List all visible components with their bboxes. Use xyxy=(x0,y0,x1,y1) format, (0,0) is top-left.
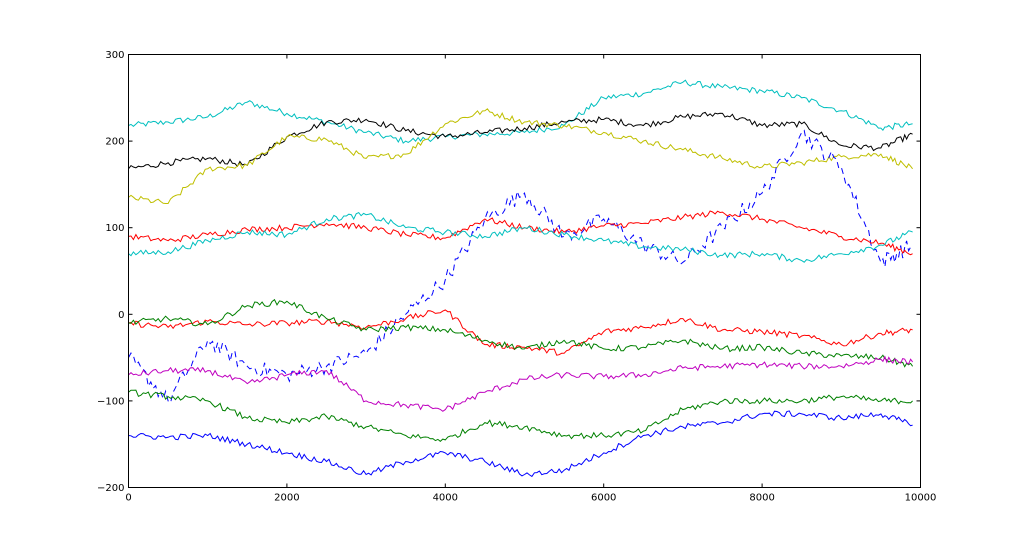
x-tick-label: 8000 xyxy=(749,493,774,504)
series-line-9 xyxy=(128,355,914,412)
y-tick-label: 200 xyxy=(105,137,124,148)
series-line-2 xyxy=(128,111,913,170)
y-tick-label: 100 xyxy=(105,223,124,234)
series-layer xyxy=(128,79,914,478)
series-line-8 xyxy=(128,298,914,368)
y-tick-label: −200 xyxy=(97,483,124,494)
x-tick-label: 6000 xyxy=(591,493,616,504)
x-tick-label: 4000 xyxy=(433,493,458,504)
series-line-11 xyxy=(128,410,913,478)
series-line-7 xyxy=(128,309,913,356)
series-line-4 xyxy=(128,129,913,404)
series-line-3 xyxy=(128,108,913,204)
x-axis: 0 2000 4000 6000 8000 10000 xyxy=(125,54,937,504)
series-line-6 xyxy=(128,211,913,263)
x-tick-label: 2000 xyxy=(274,493,299,504)
y-axis: −200 −100 0 100 200 300 xyxy=(97,50,921,494)
x-tick-label: 10000 xyxy=(905,493,937,504)
y-tick-label: 0 xyxy=(118,310,124,321)
plot-frame xyxy=(128,54,921,488)
x-tick-label: 0 xyxy=(125,493,131,504)
series-line-1 xyxy=(128,79,913,144)
y-tick-label: −100 xyxy=(97,396,124,407)
y-tick-label: 300 xyxy=(105,50,124,61)
series-line-10 xyxy=(128,389,913,442)
